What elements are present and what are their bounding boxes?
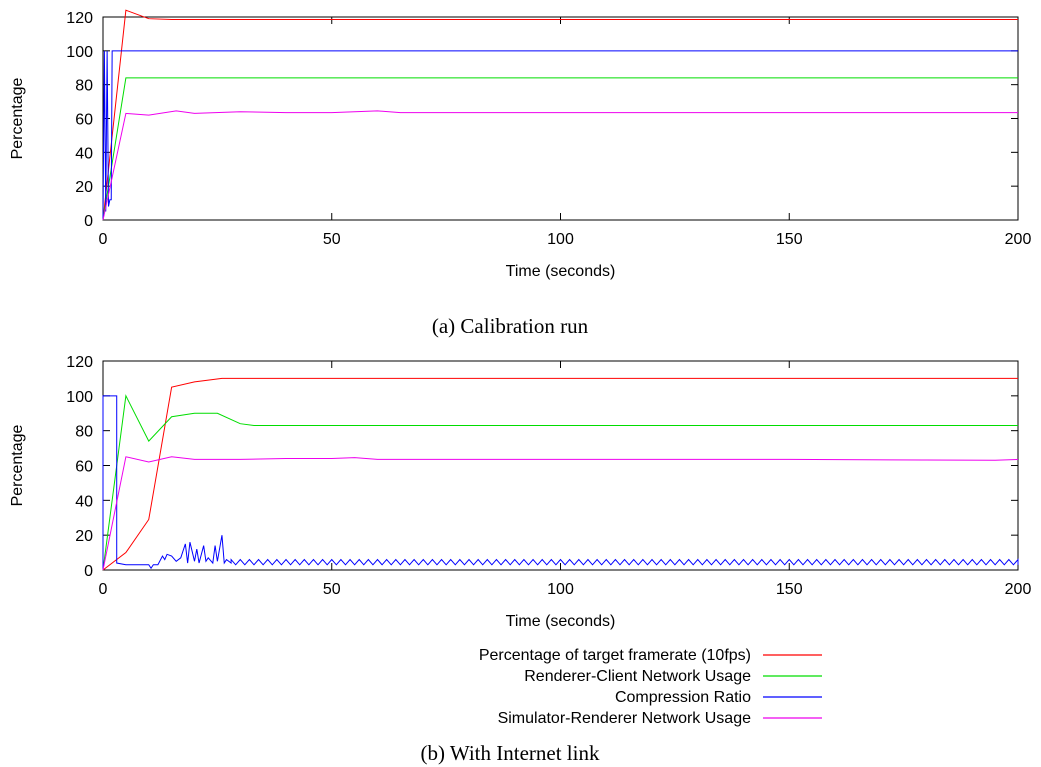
x-tick-label: 0 <box>99 231 108 248</box>
y-tick-label: 60 <box>75 112 93 129</box>
x-tick-label: 200 <box>1005 231 1032 248</box>
x-axis-label: Time (seconds) <box>506 263 616 280</box>
chart-b-caption: (b) With Internet link <box>421 741 600 765</box>
y-tick-label: 0 <box>84 213 93 230</box>
x-tick-label: 50 <box>323 581 341 598</box>
chart-b-internet-link: 0 20 40 60 80 100 120 0 50 100 150 200 Time (seconds… <box>9 354 1031 630</box>
series-line-compression <box>102 395 1019 570</box>
legend-label: Simulator-Renderer Network Usage <box>498 710 752 727</box>
legend-label: Renderer-Client Network Usage <box>524 668 751 685</box>
y-tick-label: 120 <box>66 10 93 27</box>
y-tick-label: 100 <box>66 389 93 406</box>
y-tick-label: 80 <box>75 78 93 95</box>
y-axis-label: Percentage <box>9 424 26 506</box>
x-tick-label: 100 <box>547 231 574 248</box>
y-axis-label: Percentage <box>9 77 26 159</box>
x-tick-label: 150 <box>776 581 803 598</box>
y-tick-label: 60 <box>75 459 93 476</box>
y-tick-label: 0 <box>84 563 93 580</box>
series-line-framerate <box>102 9 1018 221</box>
y-tick-label: 80 <box>75 424 93 441</box>
y-tick-label: 20 <box>75 528 93 545</box>
y-tick-label: 20 <box>75 179 93 196</box>
y-tick-label: 40 <box>75 145 93 162</box>
y-tick-label: 40 <box>75 493 93 510</box>
x-tick-label: 50 <box>323 231 341 248</box>
plot-frame <box>102 360 1019 571</box>
legend: Percentage of target framerate (10fps) Re… <box>479 647 822 727</box>
legend-label: Compression Ratio <box>615 689 751 706</box>
series-line-renderer-client <box>102 77 1018 221</box>
x-tick-label: 0 <box>99 581 108 598</box>
y-tick-label: 120 <box>66 354 93 371</box>
plot-frame <box>102 16 1019 221</box>
series-line-renderer-client <box>102 394 1018 571</box>
chart-a-caption: (a) Calibration run <box>432 314 589 338</box>
y-tick-label: 100 <box>66 44 93 61</box>
chart-a-calibration-run: 0 20 40 60 80 100 120 0 50 100 150 200 Time (seconds… <box>9 9 1032 280</box>
x-tick-label: 150 <box>776 231 803 248</box>
series-line-simulator-renderer <box>102 456 1019 571</box>
x-axis-label: Time (seconds) <box>506 613 616 630</box>
x-tick-label: 100 <box>547 581 574 598</box>
series-line-simulator-renderer <box>102 110 1018 221</box>
series-line-compression <box>102 50 1018 221</box>
legend-label: Percentage of target framerate (10fps) <box>479 647 751 664</box>
x-tick-label: 200 <box>1005 581 1032 598</box>
series-line-framerate <box>102 377 1018 571</box>
